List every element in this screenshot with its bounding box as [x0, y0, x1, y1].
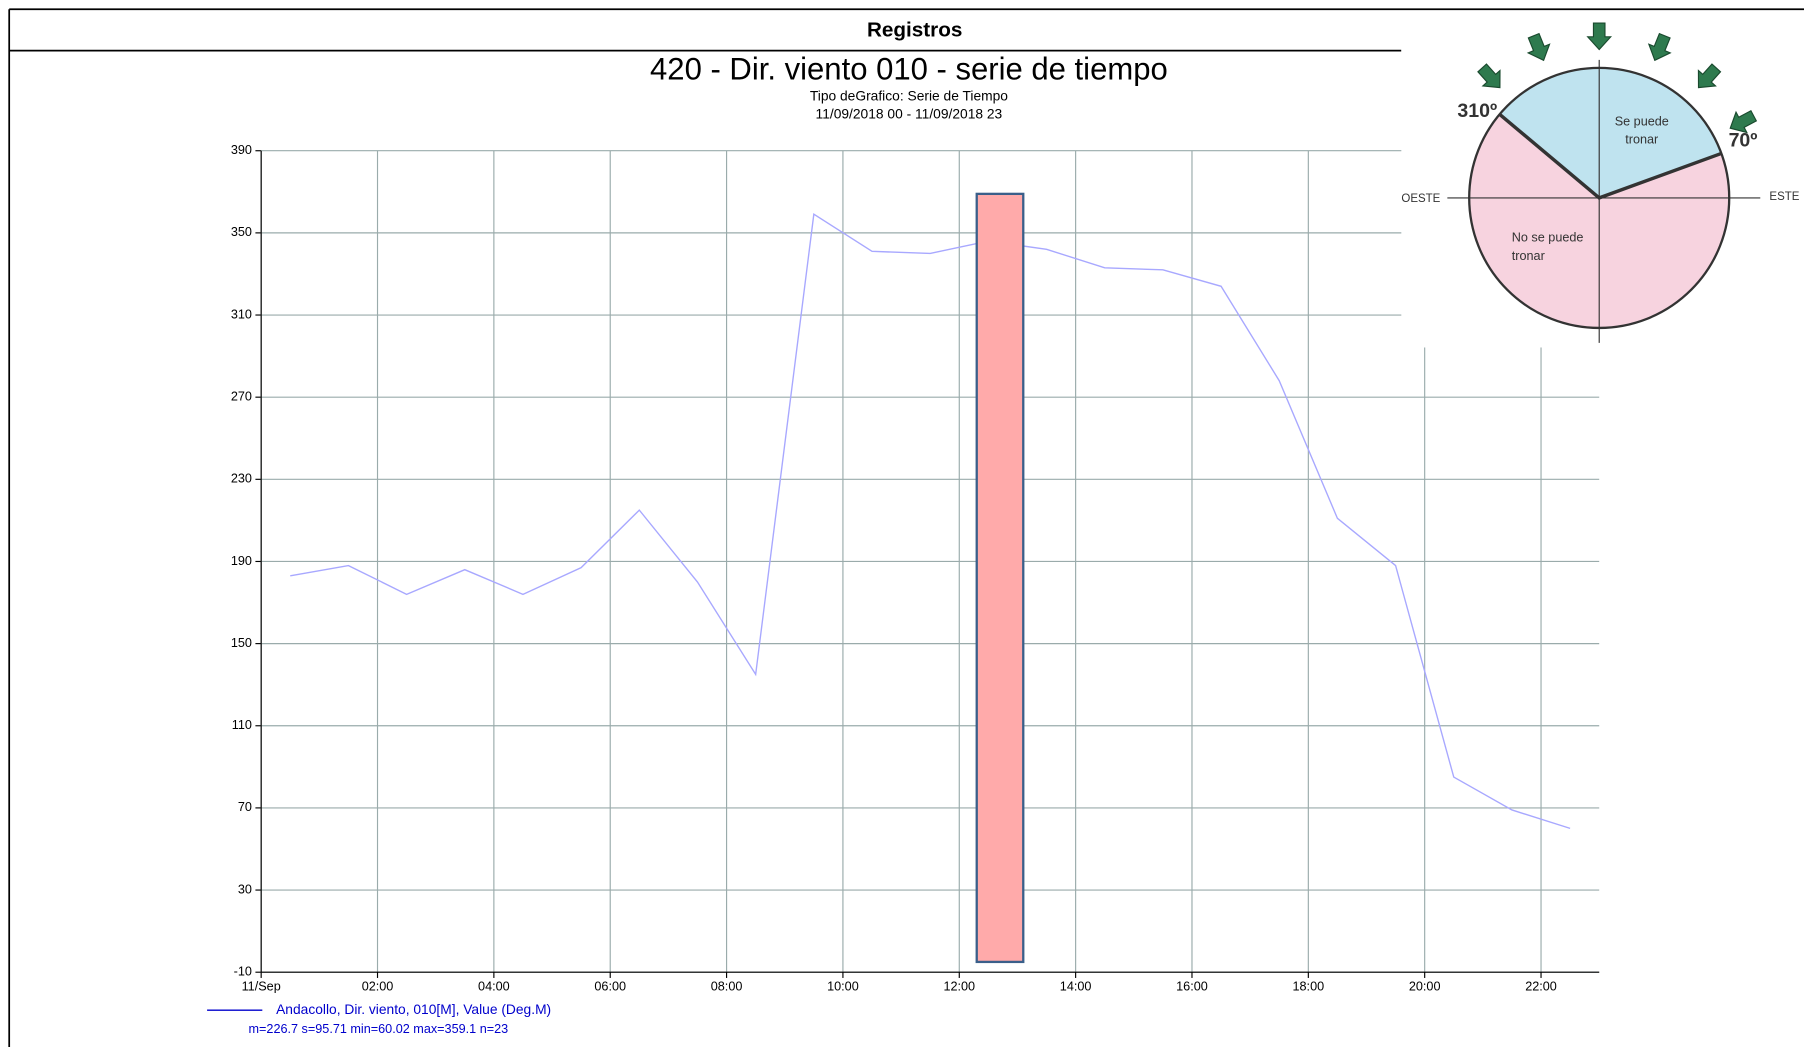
stats: m=226.7 s=95.71 min=60.02 max=359.1 n=23: [249, 1022, 509, 1036]
angle-310: 310º: [1457, 100, 1497, 122]
east-label: ESTE: [1769, 191, 1799, 203]
header-title: Registros: [867, 19, 962, 42]
allowed-label: Se puede: [1615, 114, 1669, 128]
x-tick-label: 18:00: [1293, 979, 1325, 993]
forbidden-label: tronar: [1512, 249, 1545, 263]
chart-subtitle: Tipo deGrafico: Serie de Tiempo: [810, 88, 1008, 103]
allowed-label: tronar: [1625, 133, 1658, 147]
y-tick-label: 310: [231, 307, 252, 321]
wind-arrow: [1729, 109, 1758, 134]
wind-arrow: [1697, 63, 1722, 89]
date-range: 11/09/2018 00 - 11/09/2018 23: [816, 107, 1003, 122]
x-tick-label: 10:00: [827, 979, 859, 993]
x-tick-label: 14:00: [1060, 979, 1092, 993]
y-tick-label: -10: [234, 965, 252, 979]
y-tick-label: 70: [238, 800, 252, 814]
x-tick-label: 12:00: [943, 979, 975, 993]
wind-arrow: [1586, 22, 1613, 51]
wind-arrows: [1477, 22, 1758, 134]
highlight: [975, 192, 1025, 964]
y-tick-label: 390: [231, 143, 252, 157]
x-tick-label: 16:00: [1176, 979, 1208, 993]
wind-arrow: [1526, 32, 1551, 62]
sector-bounds: [1498, 113, 1722, 200]
y-tick-label: 230: [231, 472, 252, 486]
x-tick-label: 22:00: [1525, 979, 1557, 993]
compass-inset: 310º 70º OESTE ESTE Se puede tronar No s…: [1401, 22, 1804, 348]
wind-arrow: [1647, 32, 1672, 62]
y-tick-label: 30: [238, 882, 252, 896]
x-tick-label: 08:00: [711, 979, 743, 993]
x-tick-label: 11/Sep: [242, 979, 281, 993]
chart-title: 420 - Dir. viento 010 - serie de tiempo: [650, 52, 1168, 87]
x-tick-label: 20:00: [1409, 979, 1441, 993]
allowed-sector: [1499, 67, 1722, 198]
x-tick-label: 04:00: [478, 979, 510, 993]
series-line: [290, 213, 1571, 830]
plot: -10 30 70 110 150 190 230 270 310 350 390 11/Sep 02:…: [231, 143, 1600, 993]
angle-70: 70º: [1729, 130, 1758, 152]
y-tick-label: 150: [231, 636, 252, 650]
y-tick-label: 110: [232, 718, 252, 732]
x-tick-label: 02:00: [362, 979, 394, 993]
y-tick-label: 350: [231, 225, 252, 239]
y-tick-label: 190: [231, 554, 252, 568]
wind-arrow: [1477, 63, 1501, 89]
legend-label: Andacollo, Dir. viento, 010[M], Value (D…: [276, 1002, 551, 1017]
x-tick-label: 06:00: [594, 979, 626, 993]
west-label: OESTE: [1401, 193, 1440, 205]
y-tick-label: 270: [231, 390, 252, 404]
forbidden-label: No se puede: [1512, 231, 1584, 245]
